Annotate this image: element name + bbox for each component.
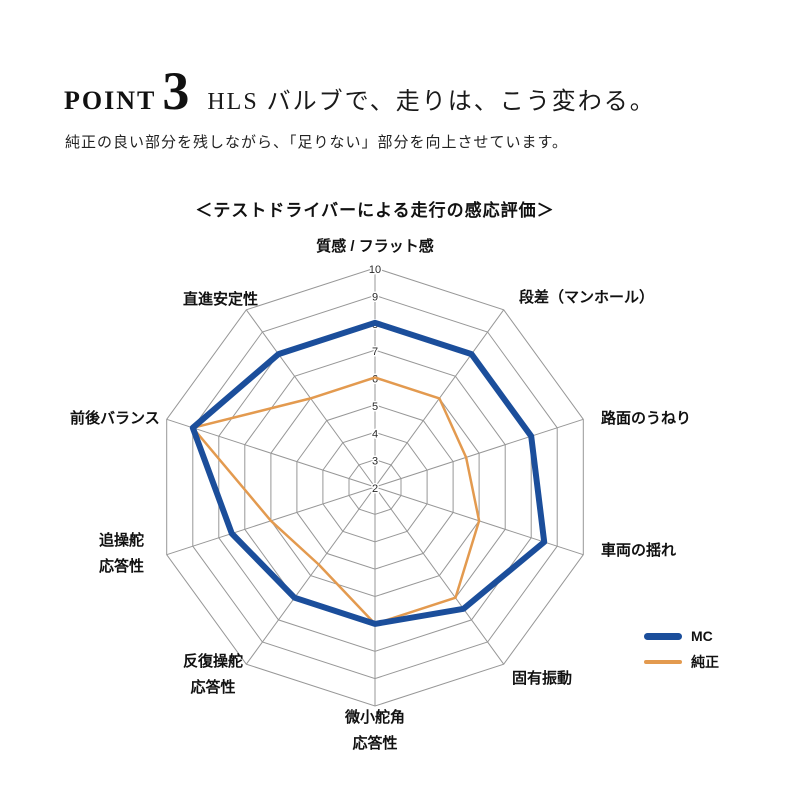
point-label: POINT (64, 86, 157, 115)
axis-label-front-rear-balance: 前後バランス (70, 410, 160, 427)
tick-label: 7 (372, 346, 378, 358)
tick-label: 10 (369, 264, 381, 276)
tick-label: 5 (372, 401, 378, 413)
legend-swatch-mc (644, 632, 682, 640)
axis-label-straight-line-stability: 直進安定性 (183, 291, 259, 308)
axis-label-vehicle-sway: 車両の揺れ (601, 542, 677, 559)
chart-title: ＜テストドライバーによる走行の感応評価＞ (195, 201, 555, 220)
point-number: 3 (162, 61, 190, 121)
grid-spoke (245, 486, 376, 665)
series-純正 (191, 376, 481, 626)
legend-item-oem: 純正 (644, 652, 719, 672)
grid-spoke (374, 418, 584, 488)
legend-label-mc: MC (691, 628, 713, 644)
header: POINT 3 HLS バルブで、走りは、こう変わる。 (64, 60, 656, 122)
axis-label-follow-steering-response: 追操舵 応答性 (99, 532, 145, 575)
series-MC (189, 319, 548, 627)
axis-label-repeated-steering-response: 反復操舵 応答性 (183, 653, 244, 696)
grid-spoke (166, 418, 376, 488)
legend-label-oem: 純正 (691, 654, 719, 670)
page-subtitle: 純正の良い部分を残しながら、「足りない」部分を向上させています。 (65, 135, 569, 151)
legend: MC 純正 (644, 628, 719, 672)
axis-label-texture-flat: 質感 / フラット感 (316, 238, 434, 255)
tick-label: 6 (372, 374, 378, 386)
tick-label: 2 (372, 483, 378, 495)
axis-label-natural-vibration: 固有振動 (512, 670, 573, 687)
axis-label-road-undulation: 路面のうねり (601, 410, 692, 427)
tick-label: 4 (372, 428, 378, 440)
tick-label: 3 (372, 456, 378, 468)
legend-item-mc: MC (644, 628, 719, 644)
tick-label: 9 (372, 291, 378, 303)
grid-spoke (374, 486, 505, 665)
axis-label-small-steering-response: 微小舵角 応答性 (344, 709, 406, 752)
page-heading: HLS バルブで、走りは、こう変わる。 (207, 89, 656, 115)
axis-label-bump-manhole: 段差（マンホール） (519, 289, 655, 306)
legend-swatch-oem (644, 660, 682, 664)
